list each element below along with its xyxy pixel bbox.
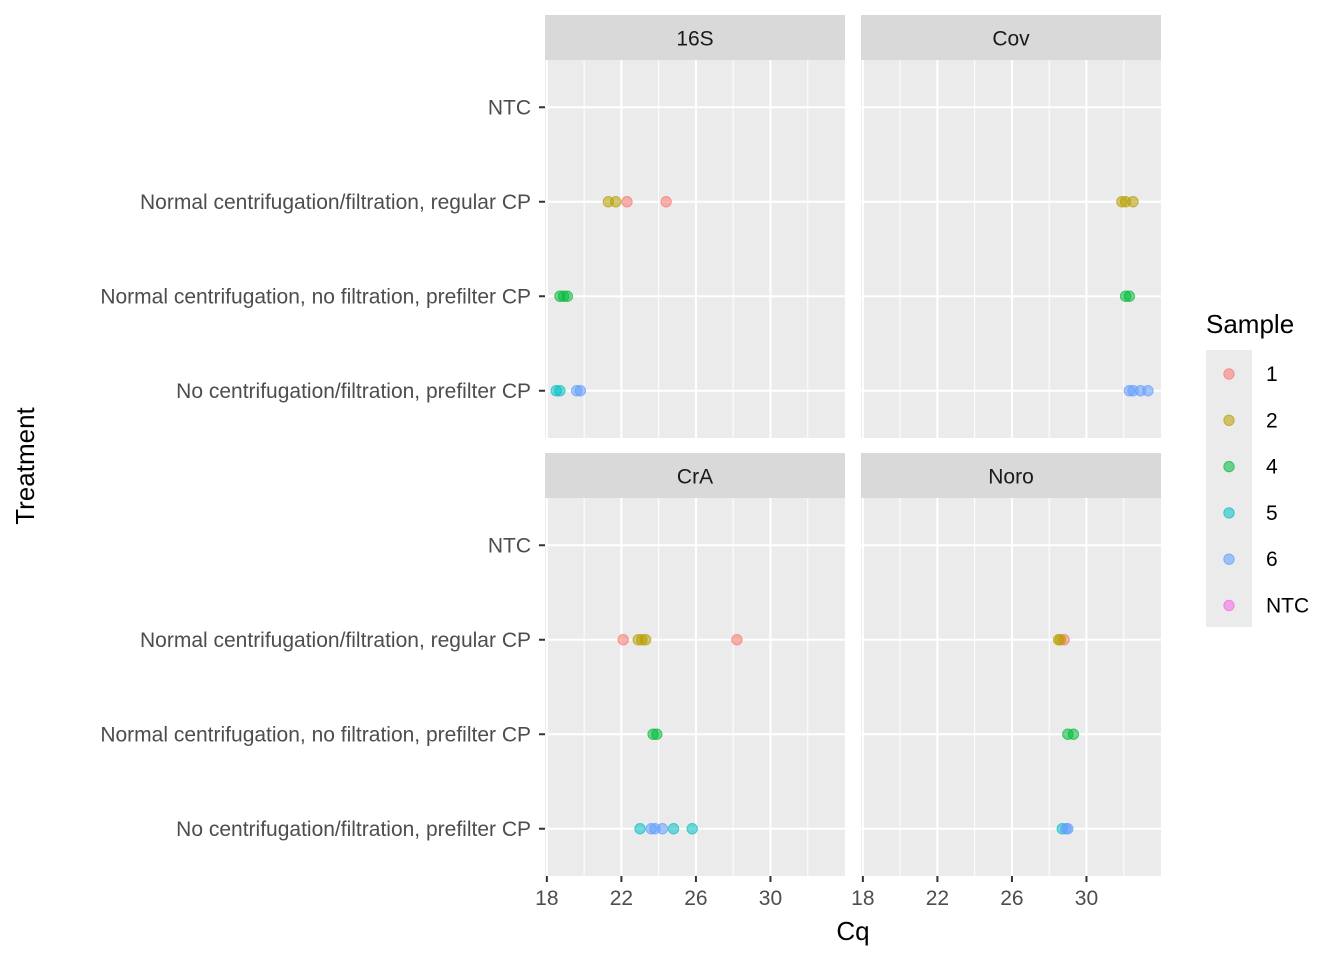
legend-key-background	[1206, 350, 1252, 627]
y-tick-label: No centrifugation/filtration, prefilter …	[176, 818, 531, 841]
x-tick-label: 22	[926, 887, 949, 910]
legend-key-6	[1223, 553, 1235, 565]
panel-cov: Cov	[861, 15, 1161, 438]
x-axis-title: Cq	[836, 916, 869, 946]
x-tick-label: 26	[1000, 887, 1023, 910]
x-tick-label: 18	[851, 887, 874, 910]
y-tick-label: Normal centrifugation, no filtration, pr…	[100, 285, 531, 308]
y-tick-label: Normal centrifugation, no filtration, pr…	[100, 723, 531, 746]
legend-label-ntc: NTC	[1266, 595, 1309, 618]
facet-strip-16s	[545, 15, 845, 60]
point-16s-sample-1	[660, 196, 672, 208]
legend-key-4	[1223, 460, 1235, 473]
y-tick-label: No centrifugation/filtration, prefilter …	[176, 380, 531, 403]
point-cra-sample-2	[639, 634, 652, 646]
point-cov-sample-4	[1123, 290, 1136, 302]
facet-strip-cra	[545, 453, 845, 498]
point-cra-sample-1	[731, 634, 743, 646]
facet-strip-noro	[861, 453, 1161, 498]
facet-label-cov: Cov	[992, 28, 1030, 51]
point-noro-sample-4	[1067, 728, 1080, 740]
x-tick-label: 22	[610, 887, 633, 910]
point-noro-sample-6	[1062, 823, 1074, 835]
x-tick-label: 30	[1075, 887, 1098, 910]
point-16s-sample-1	[621, 196, 633, 208]
point-16s-sample-5	[554, 385, 566, 397]
legend: Sample 1 2 4 5 6 NTC	[1206, 309, 1309, 627]
legend-key-2	[1223, 414, 1235, 426]
y-tick-label: NTC	[488, 96, 531, 119]
legend-key-ntc	[1223, 599, 1235, 612]
point-cov-sample-6	[1142, 385, 1154, 397]
point-16s-sample-4	[561, 290, 574, 302]
point-cra-sample-4	[651, 728, 663, 740]
point-noro-sample-2	[1054, 634, 1067, 646]
point-cra-sample-5	[634, 823, 646, 835]
facets-layer: 16S Cov CrA Noro	[545, 15, 1161, 876]
y-tick-label: Normal centrifugation/filtration, regula…	[140, 191, 531, 214]
y-axis-title: Treatment	[10, 406, 40, 524]
legend-title: Sample	[1206, 309, 1294, 339]
point-cra-sample-1	[617, 634, 629, 646]
x-axis: 18 22 26 30 18 22 26 30	[535, 876, 1098, 910]
point-cra-sample-5	[667, 823, 680, 835]
y-axis: No centrifugation/filtration, prefilter …	[100, 96, 545, 841]
facet-label-noro: Noro	[988, 466, 1034, 489]
legend-label-2: 2	[1266, 409, 1278, 432]
legend-entries: 1 2 4 5 6 NTC	[1223, 363, 1309, 618]
facet-label-cra: CrA	[677, 466, 713, 489]
point-cra-sample-5	[686, 823, 698, 835]
panel-cra: CrA	[545, 453, 845, 876]
panel-16s: 16S	[545, 15, 845, 438]
x-tick-label: 18	[535, 887, 558, 910]
y-tick-label: NTC	[488, 534, 531, 557]
point-16s-sample-6	[574, 385, 587, 397]
point-cra-sample-6	[656, 823, 669, 835]
y-tick-label: Normal centrifugation/filtration, regula…	[140, 629, 531, 652]
legend-label-5: 5	[1266, 502, 1278, 525]
facet-label-16s: 16S	[676, 28, 713, 51]
legend-key-5	[1223, 507, 1235, 519]
facet-strip-cov	[861, 15, 1161, 60]
point-16s-sample-2	[610, 196, 622, 208]
panel-noro: Noro	[861, 453, 1161, 876]
legend-label-4: 4	[1266, 456, 1278, 479]
legend-label-6: 6	[1266, 548, 1278, 571]
legend-label-1: 1	[1266, 363, 1278, 386]
x-tick-label: 30	[759, 887, 782, 910]
x-tick-label: 26	[684, 887, 707, 910]
legend-key-1	[1223, 368, 1235, 380]
point-cov-sample-2	[1127, 196, 1139, 208]
